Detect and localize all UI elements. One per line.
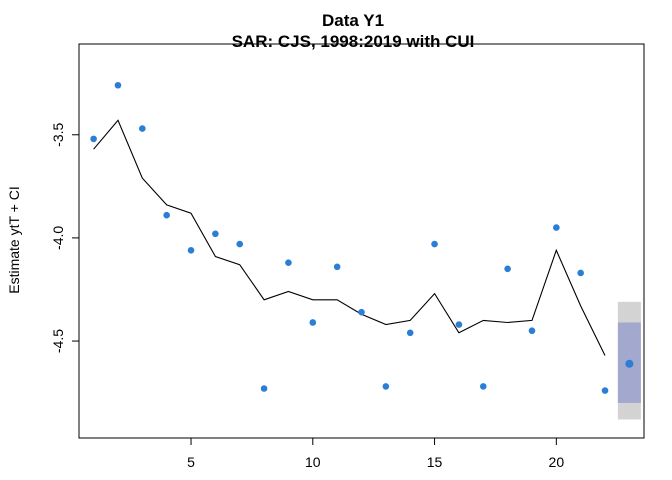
chart-subtitle: SAR: CJS, 1998:2019 with CUI [232,32,475,51]
data-point [455,321,463,328]
data-point [504,265,511,273]
x-tick-label: 5 [187,454,195,470]
data-point [212,230,219,238]
data-point [187,246,195,254]
y-tick-label: -4.5 [50,329,66,353]
plot-frame [78,43,645,439]
x-tick-label: 15 [427,454,443,470]
estimate-line-path [93,119,606,356]
x-tick-label: 20 [549,454,565,470]
data-point [333,263,341,271]
chart-title: Data Y1 [322,11,384,30]
data-point [358,308,365,316]
data-points [90,81,634,394]
y-tick-label: -4.0 [50,226,66,250]
data-point [479,383,487,390]
data-point [382,383,390,390]
data-point [625,359,634,368]
x-axis-ticks: 5 10 15 20 [187,438,564,470]
data-point [139,125,146,132]
data-point [553,224,560,231]
data-point [309,319,317,326]
y-axis-label: Estimate ytT + CI [6,186,22,294]
data-point [90,135,97,143]
data-point [114,81,122,89]
estimate-line [93,119,606,356]
x-tick-label: 10 [305,454,321,470]
data-point [236,240,244,248]
data-point [406,329,414,337]
data-point [528,327,536,335]
y-tick-label: -3.5 [50,122,66,146]
data-point [601,387,609,394]
data-point [285,259,292,266]
data-point [577,269,584,277]
y-axis-ticks: -3.5 -4.0 -4.5 [50,122,79,353]
data-point [431,240,438,248]
data-point [163,211,170,219]
data-point [260,385,268,392]
